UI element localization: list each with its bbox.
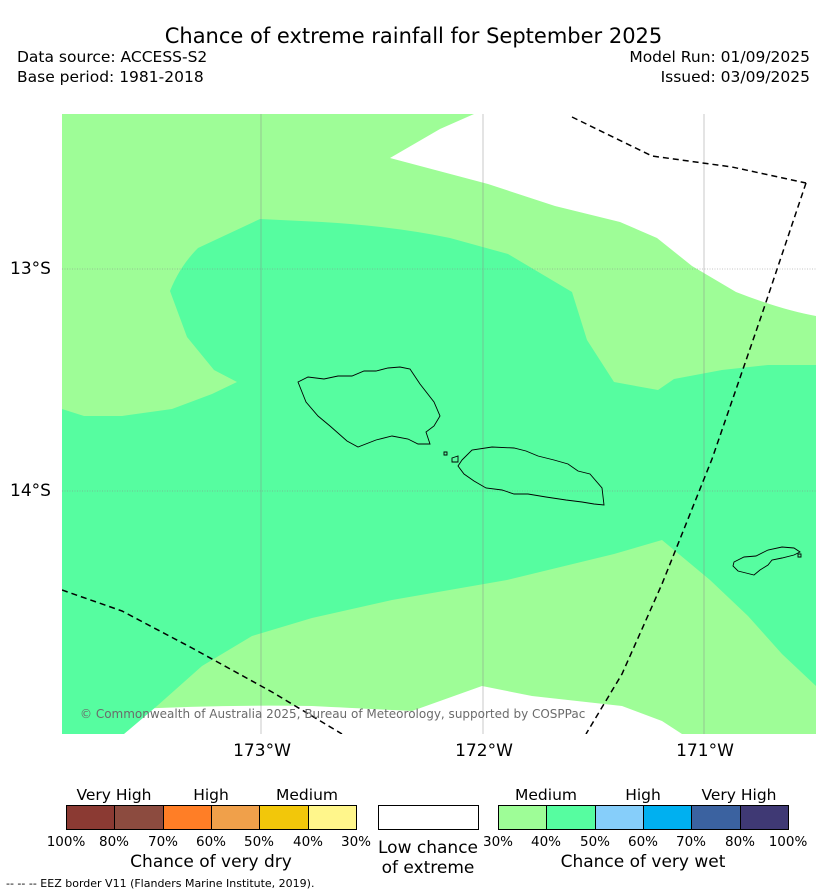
wet-category-medium: Medium xyxy=(515,786,577,804)
map-gridlines xyxy=(62,114,816,734)
lat-label-14s: 14°S xyxy=(10,481,51,501)
dry-tick-50: 50% xyxy=(243,834,275,850)
source-info: Data source: ACCESS-S2 Base period: 1981… xyxy=(17,47,207,87)
eez-border-north xyxy=(571,116,807,184)
wet-tick-30: 30% xyxy=(482,834,514,850)
issued-date: Issued: 03/09/2025 xyxy=(660,68,810,86)
wet-swatch-50-60 xyxy=(595,806,644,829)
wet-tick-100: 100% xyxy=(768,834,808,850)
wet-tick-70: 70% xyxy=(675,834,707,850)
copyright-notice: © Commonwealth of Australia 2025, Bureau… xyxy=(80,707,586,721)
dry-tick-100: 100% xyxy=(46,834,86,850)
lon-label-173w: 173°W xyxy=(233,741,291,761)
eez-border-east xyxy=(585,182,807,734)
low-chance-line2: of extreme xyxy=(381,858,475,878)
manono-island xyxy=(451,455,459,463)
wet-swatch-80-100 xyxy=(740,806,788,829)
eez-border-southwest xyxy=(62,589,343,734)
aunuu-island xyxy=(797,553,802,558)
map-title: Chance of extreme rainfall for September… xyxy=(164,24,663,48)
dry-tick-70: 70% xyxy=(147,834,179,850)
wet-category-very-high: Very High xyxy=(701,786,777,804)
dry-swatch-30-40 xyxy=(308,806,356,829)
zone-low-chance-north xyxy=(390,114,816,316)
dry-legend-title: Chance of very dry xyxy=(130,852,292,872)
wet-swatch-40-50 xyxy=(547,806,596,829)
dry-tick-60: 60% xyxy=(195,834,227,850)
dry-swatch-50-60 xyxy=(211,806,261,829)
low-chance-label: Low chance of extreme xyxy=(378,838,478,878)
lon-label-171w: 171°W xyxy=(676,741,734,761)
tutuila-island xyxy=(732,546,801,576)
dry-swatch-70-80 xyxy=(115,806,164,829)
wet-category-high: High xyxy=(625,786,661,804)
lon-label-172w: 172°W xyxy=(455,741,513,761)
wet-legend-title: Chance of very wet xyxy=(560,852,726,872)
run-info: Model Run: 01/09/2025 Issued: 03/09/2025 xyxy=(629,47,810,87)
upolu-island xyxy=(457,446,605,506)
dry-tick-30: 30% xyxy=(340,834,372,850)
eez-footnote: -- -- -- EEZ border V11 (Flanders Marine… xyxy=(6,877,315,890)
dry-category-high: High xyxy=(193,786,229,804)
wet-swatch-70-80 xyxy=(692,806,741,829)
dry-category-medium: Medium xyxy=(276,786,338,804)
wet-tick-80: 80% xyxy=(724,834,756,850)
model-run: Model Run: 01/09/2025 xyxy=(629,48,810,66)
dry-tick-40: 40% xyxy=(292,834,324,850)
dry-tick-80: 80% xyxy=(98,834,130,850)
dry-category-very-high: Very High xyxy=(76,786,152,804)
savaii-island xyxy=(297,366,441,448)
low-chance-swatch xyxy=(378,805,479,830)
wet-swatch-60-70 xyxy=(643,806,693,829)
low-chance-line1: Low chance xyxy=(378,838,478,858)
dry-colorbar xyxy=(66,805,357,830)
base-period: Base period: 1981-2018 xyxy=(17,68,204,86)
wet-swatch-30-40 xyxy=(499,806,548,829)
wet-tick-50: 50% xyxy=(579,834,611,850)
zone-low-chance-south xyxy=(62,686,682,734)
coastlines xyxy=(297,366,802,576)
zone-medium-40-50 xyxy=(62,219,816,734)
dry-swatch-40-50 xyxy=(260,806,309,829)
dry-swatch-60-70 xyxy=(163,806,212,829)
rainfall-map xyxy=(62,114,816,734)
lat-label-13s: 13°S xyxy=(10,259,51,279)
wet-tick-40: 40% xyxy=(530,834,562,850)
data-source: Data source: ACCESS-S2 xyxy=(17,48,208,66)
eez-borders xyxy=(62,116,807,734)
wet-colorbar xyxy=(498,805,789,830)
apolima-island xyxy=(443,451,448,456)
wet-tick-60: 60% xyxy=(627,834,659,850)
dry-swatch-80-100 xyxy=(67,806,116,829)
